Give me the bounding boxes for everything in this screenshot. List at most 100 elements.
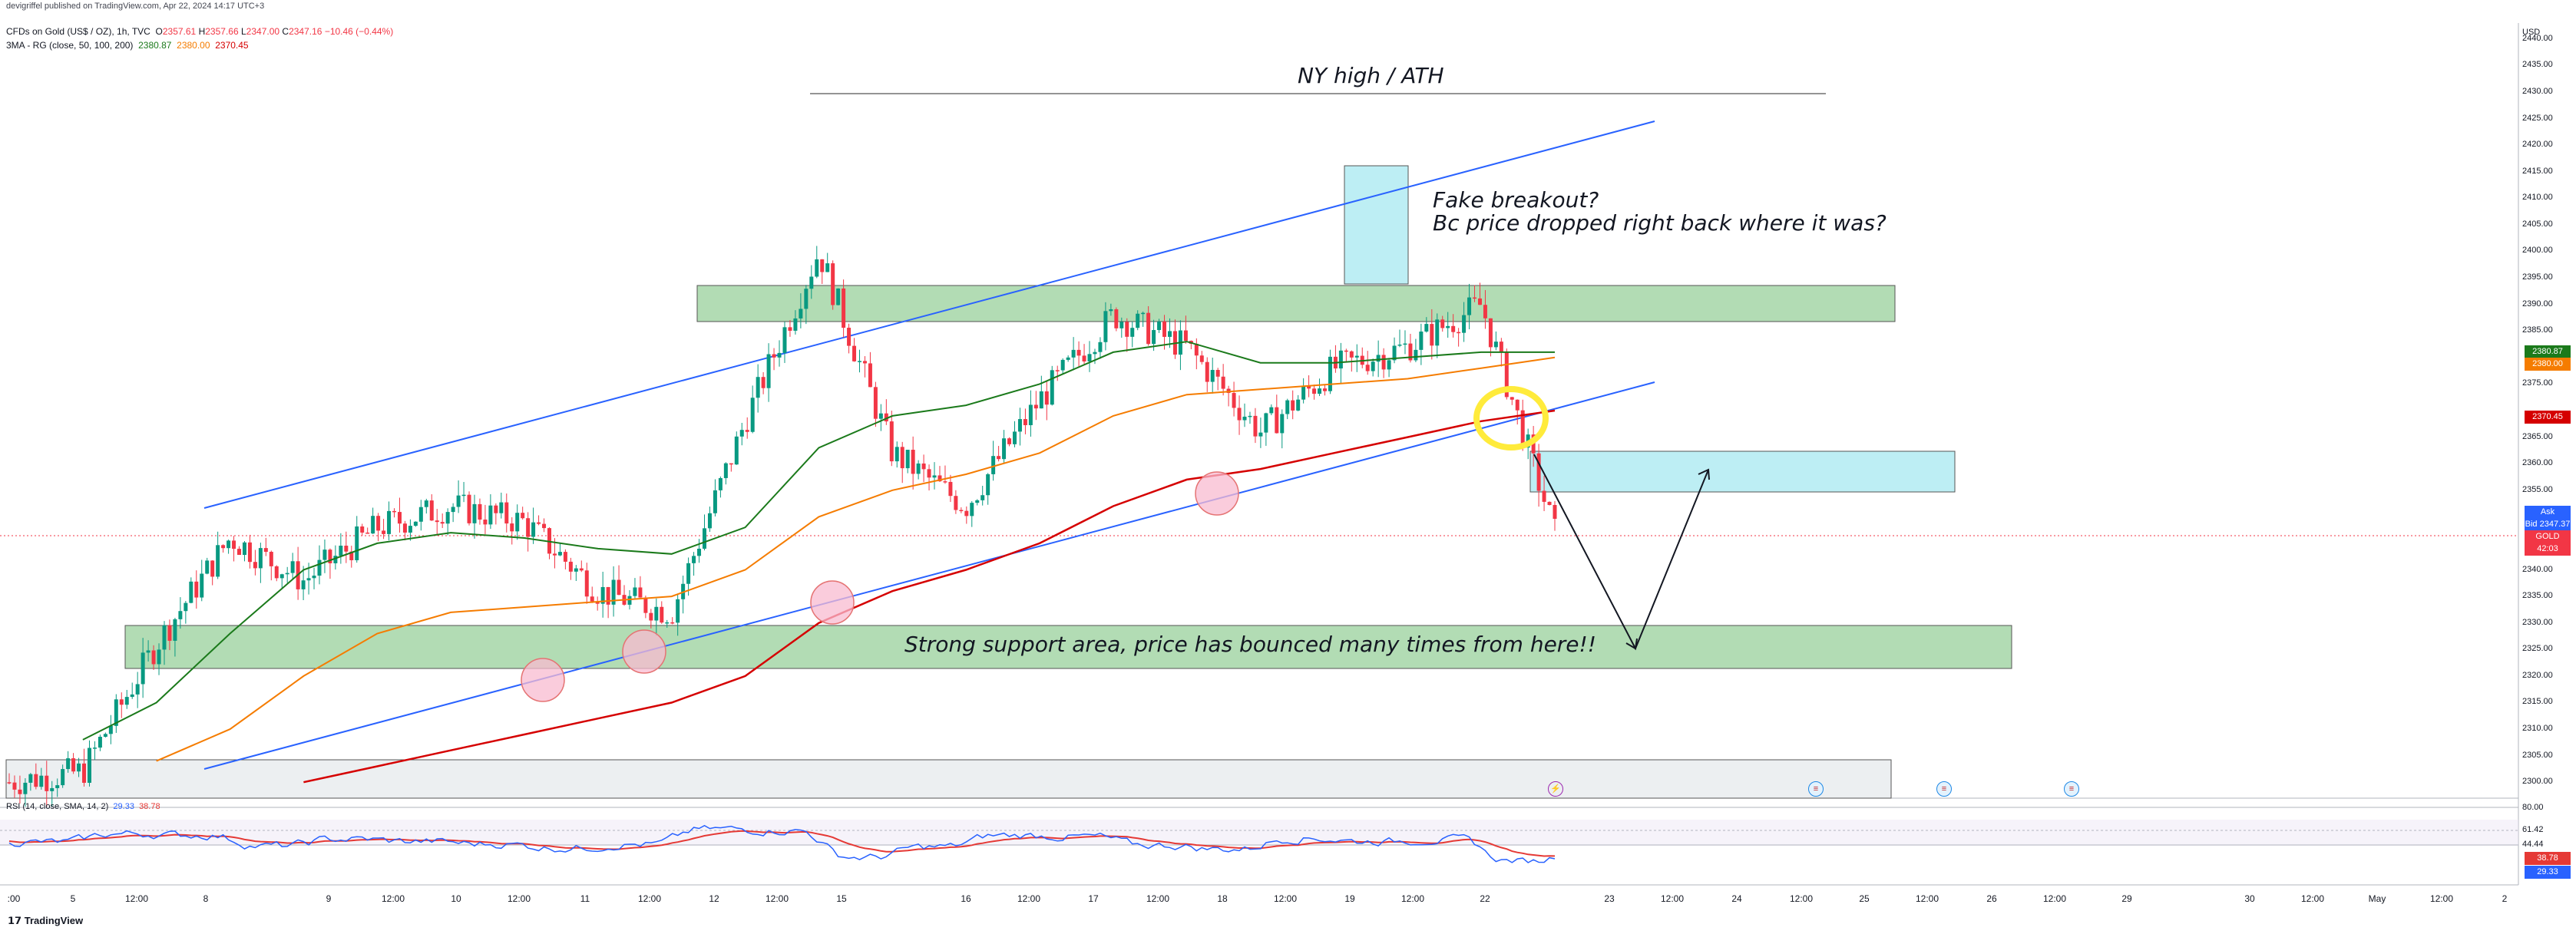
- candle-body: [788, 327, 792, 331]
- candle-body: [1269, 407, 1274, 414]
- candle-body: [23, 782, 28, 794]
- candle-body: [1365, 365, 1370, 371]
- resistance-zone[interactable]: [696, 285, 1896, 322]
- candle-body: [975, 500, 980, 503]
- open-value: 2357.61: [162, 26, 197, 37]
- price-tick: 2435.00: [2522, 60, 2553, 70]
- candle-body: [461, 494, 466, 497]
- candle-body: [494, 505, 498, 513]
- candle-body: [71, 758, 76, 772]
- candle-body: [445, 512, 450, 524]
- candle-body: [1103, 311, 1108, 342]
- candle-body: [970, 503, 974, 517]
- flash-event-icon[interactable]: ⚡: [1548, 781, 1563, 797]
- bounce-circle[interactable]: [521, 658, 565, 702]
- candle-body: [1060, 359, 1065, 371]
- candle-body: [189, 581, 193, 603]
- candle-body: [997, 456, 1001, 460]
- time-tick: 16: [961, 893, 971, 904]
- breakout-box[interactable]: [1344, 165, 1409, 285]
- candle-body: [1354, 355, 1359, 358]
- candle-body: [1349, 351, 1354, 358]
- candle-body: [980, 495, 985, 500]
- breakdown-highlight[interactable]: [1473, 386, 1549, 450]
- price-tick: 2310.00: [2522, 724, 2553, 734]
- us-flag-icon[interactable]: ≡: [1936, 781, 1952, 797]
- price-tag: 2380.00: [2525, 358, 2571, 371]
- candle-body: [1435, 319, 1440, 346]
- price-dropped-annotation[interactable]: Bc price dropped right back where it was…: [1433, 210, 1887, 236]
- price-tick: 2365.00: [2522, 431, 2553, 441]
- support-annotation[interactable]: Strong support area, price has bounced m…: [904, 632, 1596, 657]
- channel-upper-line[interactable]: [203, 120, 1655, 509]
- candle-body: [1141, 312, 1146, 315]
- change-value: −10.46 (−0.44%): [324, 26, 394, 37]
- rsi-ma-line: [8, 830, 1556, 857]
- rsi-legend[interactable]: RSI (14, close, SMA, 14, 2) 29.33 38.78: [6, 802, 160, 811]
- candle-body: [194, 581, 199, 598]
- candle-body: [1098, 342, 1103, 352]
- candle-body: [242, 542, 246, 556]
- price-tag: 2380.87: [2525, 345, 2571, 358]
- channel-lower-line[interactable]: [203, 381, 1655, 770]
- time-tick: :00: [7, 893, 21, 904]
- candle-body: [697, 548, 702, 556]
- candle-body: [1007, 438, 1012, 444]
- ma50-value: 2380.87: [138, 40, 172, 51]
- time-tick: 12:00: [1273, 893, 1298, 904]
- publisher-text: devigriffel published on TradingView.com…: [6, 2, 265, 11]
- candle-body: [627, 596, 632, 605]
- candle-body: [1446, 325, 1450, 328]
- candle-body: [247, 542, 252, 563]
- publisher-line: devigriffel published on TradingView.com…: [6, 2, 264, 11]
- candle-body: [285, 573, 289, 575]
- time-tick: 12:00: [1660, 893, 1685, 904]
- candle-body: [842, 288, 846, 328]
- candle-body: [279, 574, 284, 579]
- candle-body: [87, 748, 91, 783]
- bounce-circle[interactable]: [810, 580, 855, 625]
- candle-body: [1451, 325, 1456, 332]
- candle-body: [847, 328, 852, 346]
- fake-breakout-annotation[interactable]: Fake breakout?: [1433, 187, 1599, 213]
- candle-body: [77, 763, 81, 772]
- candle-body: [1114, 309, 1119, 328]
- candle-body: [1397, 345, 1402, 346]
- low-value: 2347.00: [246, 26, 280, 37]
- us-flag-icon[interactable]: ≡: [1808, 781, 1824, 797]
- price-tick: 2440.00: [2522, 33, 2553, 43]
- candle-body: [141, 652, 145, 685]
- candle-body: [1028, 404, 1033, 426]
- time-tick: 12:00: [381, 893, 405, 904]
- ath-annotation[interactable]: NY high / ATH: [1298, 63, 1444, 88]
- candle-body: [1253, 415, 1258, 437]
- price-tag: Bid 2347.37: [2525, 518, 2571, 531]
- symbol-legend[interactable]: CFDs on Gold (US$ / OZ), 1h, TVC O2357.6…: [6, 26, 393, 37]
- candle-body: [146, 650, 150, 653]
- candle-body: [584, 570, 589, 597]
- us-flag-icon[interactable]: ≡: [2064, 781, 2079, 797]
- target-zone[interactable]: [1529, 450, 1956, 493]
- time-tick: 12:00: [1017, 893, 1041, 904]
- ma-legend[interactable]: 3MA - RG (close, 50, 100, 200) 2380.87 2…: [6, 40, 249, 51]
- candle-body: [1499, 342, 1503, 352]
- candle-body: [371, 516, 375, 534]
- candle-body: [1071, 349, 1076, 358]
- candle-body: [734, 436, 739, 465]
- support-zone[interactable]: [124, 625, 2012, 669]
- time-tick: 8: [203, 893, 209, 904]
- candle-body: [643, 597, 648, 613]
- time-tick: 26: [1986, 893, 1997, 904]
- candle-body: [1210, 370, 1215, 382]
- price-tick: 2385.00: [2522, 325, 2553, 335]
- lower-zone[interactable]: [5, 759, 1892, 799]
- candle-body: [429, 500, 434, 521]
- candle-body: [756, 377, 760, 398]
- bounce-circle[interactable]: [622, 629, 666, 674]
- candle-body: [221, 545, 226, 549]
- close-label: C: [282, 26, 289, 37]
- candle-body: [692, 556, 696, 563]
- bounce-circle[interactable]: [1195, 471, 1239, 516]
- arrowhead-up: [1698, 468, 1710, 480]
